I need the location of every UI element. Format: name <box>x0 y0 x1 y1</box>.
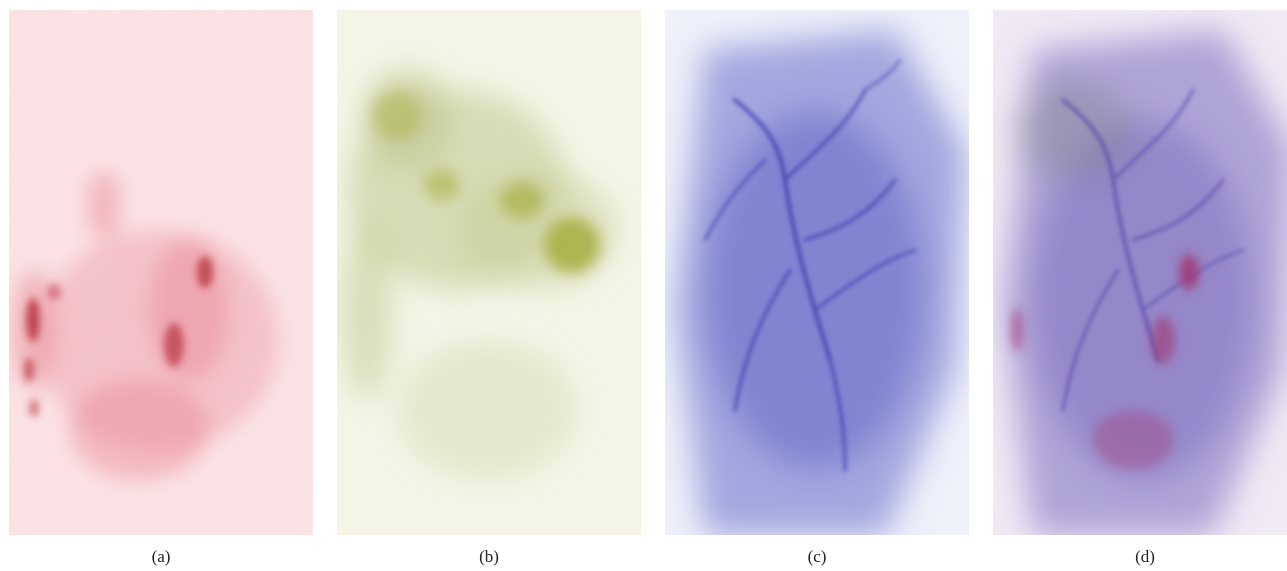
panel-c-scan <box>665 10 969 535</box>
panel-c-label: (c) <box>807 547 827 566</box>
panel-b-image <box>337 10 641 535</box>
panel-a-scan <box>9 10 313 535</box>
panel-b-scan <box>337 10 641 535</box>
panel-c-image <box>665 10 969 535</box>
panel-d-label: (d) <box>1135 547 1155 566</box>
panel-a-label: (a) <box>151 547 171 566</box>
panel-d-scan <box>993 10 1287 535</box>
panel-b-label: (b) <box>479 547 499 566</box>
panel-a-image <box>9 10 313 535</box>
panel-d-image <box>993 10 1287 535</box>
